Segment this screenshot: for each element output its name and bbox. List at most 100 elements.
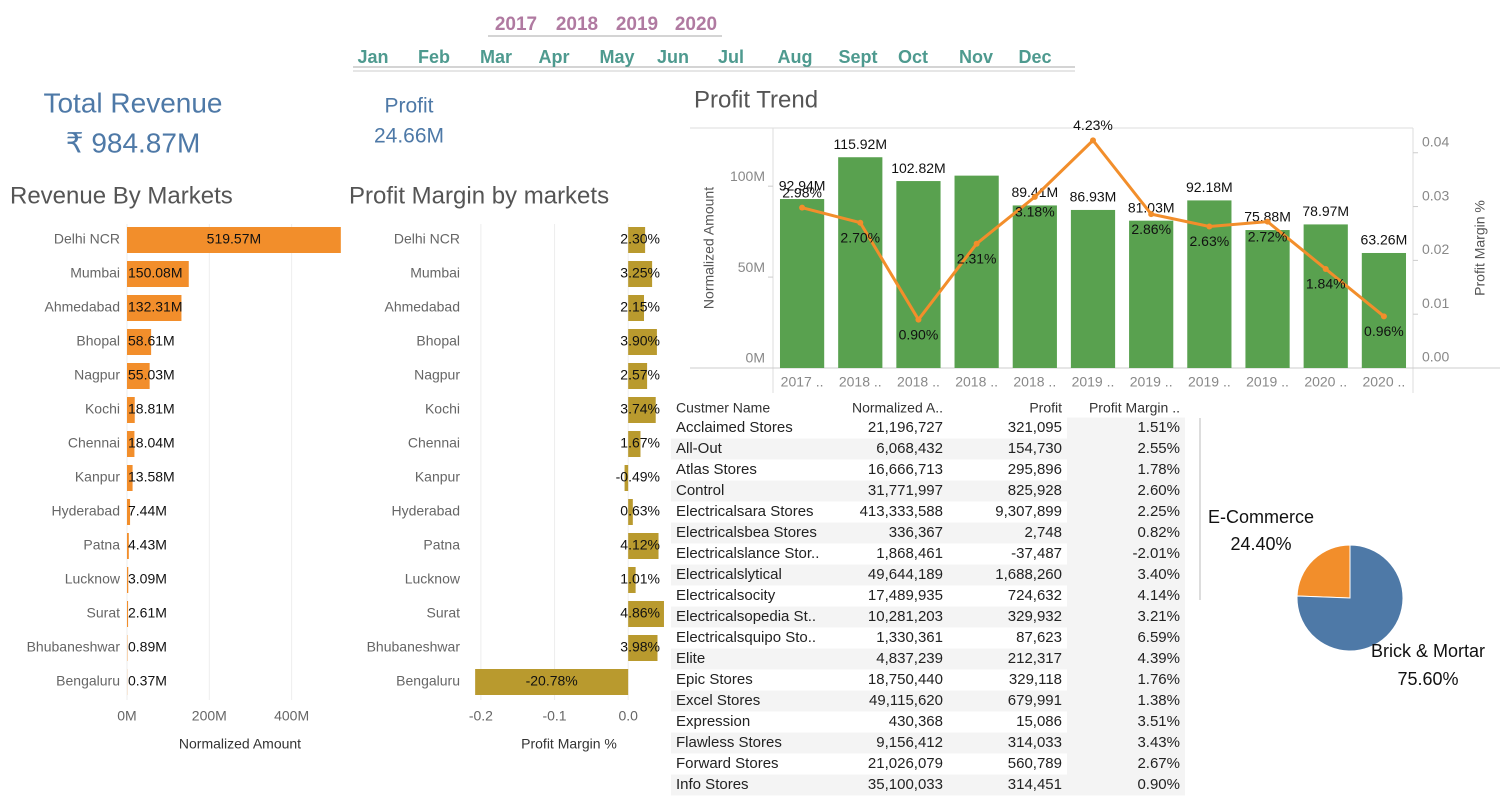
value-label: 4.86% [620, 605, 660, 621]
category-label: Kochi [85, 401, 120, 417]
table-row-shade [1067, 417, 1185, 439]
category-label: Bhopal [76, 333, 120, 349]
category-label: Surat [87, 605, 121, 621]
table-row [671, 501, 1185, 523]
y2-tick-label: 0.00 [1422, 349, 1449, 365]
category-label: Delhi NCR [394, 231, 460, 247]
x-axis-label: Normalized Amount [179, 736, 301, 752]
month-filter[interactable]: Nov [959, 47, 993, 67]
line-value-label: 2.63% [1190, 233, 1230, 249]
year-filter[interactable]: 2019 [616, 14, 658, 35]
table-cell: 35,100,033 [868, 776, 943, 793]
table-cell: 10,281,203 [868, 608, 943, 625]
y-tick-label: 0M [746, 350, 765, 366]
category-label: Patna [83, 537, 120, 553]
y2-axis-label: Profit Margin % [1472, 200, 1488, 296]
table-cell: 31,771,997 [868, 482, 943, 499]
month-filter[interactable]: Jan [357, 47, 388, 67]
month-filter[interactable]: May [599, 47, 634, 67]
year-filter[interactable]: 2020 [675, 14, 717, 35]
year-filter[interactable]: 2017 [495, 14, 537, 35]
table-row-shade [1067, 753, 1185, 775]
kpi-value: ₹ 984.87M [66, 127, 201, 158]
table-cell: Control [676, 482, 724, 499]
line-value-label: 4.23% [1073, 117, 1113, 133]
line-value-label: 2.86% [1131, 221, 1171, 237]
line-point [1380, 313, 1387, 320]
x-tick-label: 400M [274, 708, 309, 724]
line-value-label: 0.90% [899, 326, 939, 342]
table-cell: 3.21% [1137, 608, 1180, 625]
value-label: 3.90% [620, 333, 660, 349]
table-cell: 21,026,079 [868, 755, 943, 772]
table-cell: 18,750,440 [868, 671, 943, 688]
value-label: 4.12% [620, 537, 660, 553]
category-label: Kanpur [415, 469, 460, 485]
table-cell: 1.76% [1137, 671, 1180, 688]
table-row [671, 690, 1185, 712]
category-label: Ahmedabad [44, 299, 120, 315]
table-cell: Info Stores [676, 776, 749, 793]
table-cell: Electricalsara Stores [676, 503, 814, 520]
category-label: Nagpur [74, 367, 120, 383]
value-label: 1.67% [620, 435, 660, 451]
month-filter[interactable]: Dec [1018, 47, 1051, 67]
table-cell: 49,644,189 [868, 566, 943, 583]
bar [127, 363, 150, 389]
table-cell: 3.43% [1137, 734, 1180, 751]
pie-slice [1296, 544, 1351, 599]
bar [896, 181, 941, 368]
table-row [671, 732, 1185, 754]
line-point [1206, 223, 1213, 230]
x-axis-label: Profit Margin % [521, 736, 617, 752]
category-label: Lucknow [405, 571, 461, 587]
value-label: 1.01% [620, 571, 660, 587]
month-filter[interactable]: Oct [898, 47, 928, 67]
x-tick-label: 2018 .. [897, 374, 940, 390]
x-tick-label: 0M [117, 708, 136, 724]
y-axis-label: Normalized Amount [701, 187, 717, 309]
table-cell: 6,068,432 [876, 440, 943, 457]
bar [127, 465, 133, 491]
month-filter[interactable]: Jun [657, 47, 689, 67]
value-label: 4.43M [128, 537, 167, 553]
line-value-label: 0.96% [1364, 323, 1404, 339]
table-cell: 87,623 [1016, 629, 1062, 646]
table-row-shade [1067, 459, 1185, 481]
y-tick-label: 100M [730, 168, 765, 184]
month-filter[interactable]: Aug [778, 47, 813, 67]
table-row [671, 480, 1185, 502]
table-cell: 430,368 [889, 713, 943, 730]
month-filter[interactable]: Sept [838, 47, 877, 67]
category-label: Mumbai [70, 265, 120, 281]
bar [628, 397, 656, 423]
category-label: Bhopal [416, 333, 460, 349]
line-value-label: 2.98% [782, 184, 822, 200]
chart-title: Profit Trend [694, 86, 818, 113]
y2-tick-label: 0.01 [1422, 295, 1449, 311]
category-label: Chennai [408, 435, 460, 451]
line-point [1031, 193, 1038, 200]
month-filter[interactable]: Jul [718, 47, 744, 67]
value-label: 3.98% [620, 639, 660, 655]
table-cell: All-Out [676, 440, 723, 457]
month-filter[interactable]: Mar [480, 47, 512, 67]
bar [628, 363, 648, 389]
month-filter[interactable]: Feb [418, 47, 450, 67]
bar [838, 157, 883, 368]
table-cell: Elite [676, 650, 705, 667]
table-cell: 1,330,361 [876, 629, 943, 646]
table-header: Custmer Name [676, 400, 770, 416]
line-point [973, 240, 980, 247]
table-cell: 49,115,620 [869, 692, 943, 709]
chart-title: Profit Margin by markets [349, 182, 609, 209]
table-cell: 336,367 [889, 524, 943, 541]
x-tick-label: 2019 .. [1246, 374, 1289, 390]
x-tick-label: 2020 .. [1362, 374, 1405, 390]
month-filter[interactable]: Apr [539, 47, 570, 67]
kpi-value: 24.66M [374, 125, 444, 148]
bar [127, 295, 182, 321]
table-row [671, 753, 1185, 775]
line-value-label: 2.31% [957, 250, 997, 266]
year-filter[interactable]: 2018 [556, 14, 598, 35]
